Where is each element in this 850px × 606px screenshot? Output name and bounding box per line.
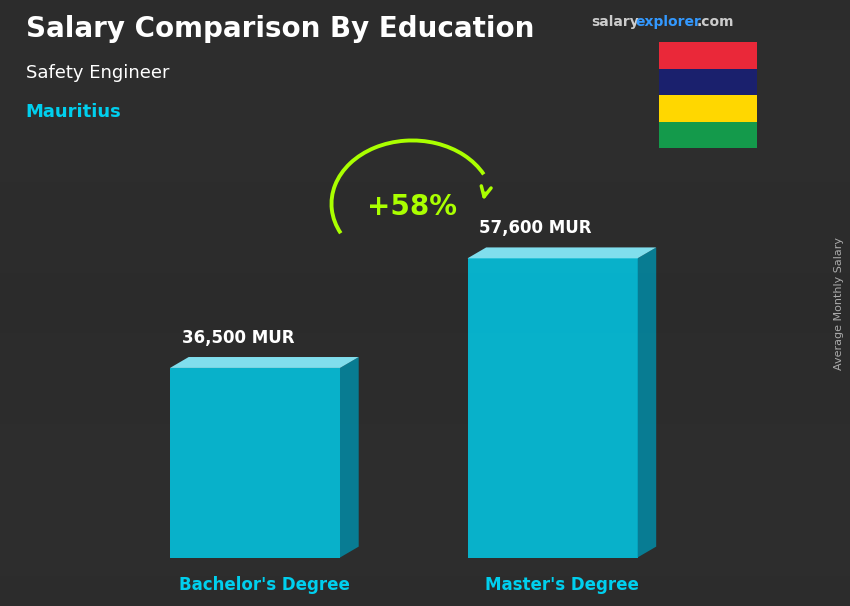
Polygon shape: [170, 368, 340, 558]
Bar: [0, 273, 850, 303]
Polygon shape: [170, 357, 359, 368]
Polygon shape: [340, 357, 359, 558]
Polygon shape: [468, 258, 638, 558]
Bar: [0, 61, 850, 91]
Bar: [0, 91, 850, 121]
Bar: [0, 454, 850, 485]
Bar: [0, 515, 850, 545]
Bar: [0, 212, 850, 242]
Bar: [0, 424, 850, 454]
Text: Average Monthly Salary: Average Monthly Salary: [834, 236, 844, 370]
Bar: [0, 303, 850, 333]
Bar: [659, 42, 756, 69]
Text: 36,500 MUR: 36,500 MUR: [182, 328, 294, 347]
Bar: [0, 394, 850, 424]
Text: Bachelor's Degree: Bachelor's Degree: [178, 576, 350, 594]
Bar: [0, 485, 850, 515]
Bar: [0, 30, 850, 61]
Polygon shape: [638, 247, 656, 558]
Text: explorer: explorer: [636, 15, 701, 29]
Text: Salary Comparison By Education: Salary Comparison By Education: [26, 15, 534, 43]
Text: +58%: +58%: [367, 193, 457, 221]
Text: .com: .com: [697, 15, 734, 29]
Bar: [0, 121, 850, 152]
Bar: [0, 242, 850, 273]
Bar: [0, 152, 850, 182]
Bar: [0, 364, 850, 394]
Bar: [0, 333, 850, 364]
Text: Safety Engineer: Safety Engineer: [26, 64, 169, 82]
Text: Master's Degree: Master's Degree: [484, 576, 639, 594]
Bar: [0, 545, 850, 576]
Bar: [0, 0, 850, 30]
Text: 57,600 MUR: 57,600 MUR: [479, 219, 592, 237]
Text: Mauritius: Mauritius: [26, 103, 122, 121]
Polygon shape: [468, 247, 656, 258]
Bar: [659, 69, 756, 96]
Bar: [659, 122, 756, 148]
Text: salary: salary: [591, 15, 638, 29]
Bar: [659, 95, 756, 122]
Bar: [0, 182, 850, 212]
Bar: [0, 576, 850, 606]
